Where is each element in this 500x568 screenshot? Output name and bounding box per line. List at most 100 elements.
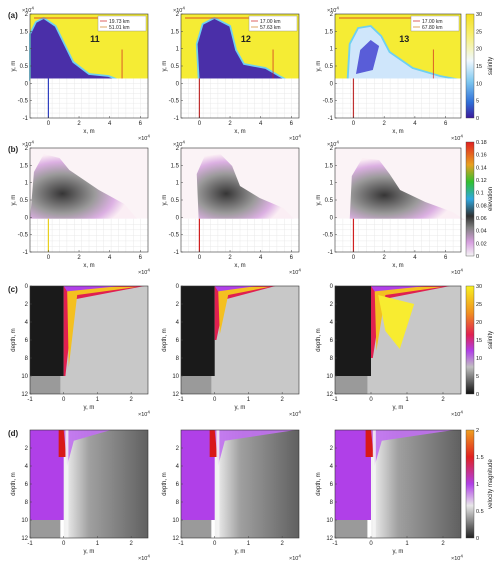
x-exponent: ×104 (138, 134, 150, 143)
y-tick-label: -1 (328, 250, 334, 256)
y-tick-label: -1 (23, 116, 29, 122)
subplot-tag: 12 (241, 34, 251, 44)
y-tick-label: 0.5 (20, 64, 29, 70)
y-tick-label: 8 (330, 500, 334, 506)
colorbar-tick-label: 0.14 (476, 165, 487, 171)
x-exponent: ×104 (451, 410, 463, 419)
y-tick-label: 2 (176, 12, 180, 18)
y-tick-label: 10 (21, 374, 28, 380)
x-exponent: ×104 (451, 554, 463, 563)
y-axis-label: depth, m (316, 328, 322, 351)
y-tick-label: 10 (172, 374, 179, 380)
front-band (216, 430, 220, 538)
y-tick-label: 1 (25, 47, 29, 53)
y-axis-label: depth, m (316, 472, 322, 495)
x-tick-label: 6 (444, 121, 448, 127)
legend-box (410, 15, 460, 32)
y-tick-label: 1 (176, 181, 180, 187)
y-tick-label: -0.5 (323, 99, 334, 105)
y-tick-label: 8 (25, 500, 29, 506)
y-tick-label: 0 (330, 284, 334, 290)
x-tick-label: 6 (139, 121, 143, 127)
colorbar-tick-label: 0.02 (476, 241, 487, 247)
y-tick-label: 0 (330, 81, 334, 87)
elevation-plume (30, 154, 139, 220)
legend-entry: 67.80 km (422, 25, 443, 31)
x-tick-label: 0 (198, 121, 202, 127)
x-tick-label: 1 (247, 397, 251, 403)
y-tick-label: -0.5 (169, 99, 180, 105)
panel-label-c: (c) (8, 285, 18, 294)
colorbar-elevation-b: 0 0.02 0.04 0.06 0.08 0.1 0.12 0.14 0.16 0.18 elev… (465, 140, 494, 260)
y-tick-label: 0.5 (171, 64, 180, 70)
elevation-map-1: 0 2 4 6-1-0.500.511.52x, my, m×104×104 (11, 140, 150, 277)
colorbar-tick-label: 0 (476, 536, 479, 542)
x-tick-label: -1 (27, 541, 33, 547)
y-tick-label: 1.5 (325, 29, 334, 35)
x-axis-label: x, m (83, 129, 94, 135)
front-band (65, 430, 69, 538)
x-tick-label: 0 (352, 255, 356, 261)
x-exponent: ×104 (289, 410, 301, 419)
y-tick-label: 10 (21, 518, 28, 524)
y-axis-label: depth, m (11, 328, 17, 351)
salinity-gradient-yellow (378, 295, 415, 349)
surface-jet (371, 430, 454, 466)
x-axis-label: y, m (393, 549, 404, 555)
colorbar-swatch (465, 285, 475, 395)
x-tick-label: 1 (405, 397, 409, 403)
y-tick-label: 0 (25, 284, 29, 290)
y-tick-label: -1 (174, 116, 180, 122)
colorbar-salinity-c: 0 5 10 15 20 25 30 salinity (465, 284, 494, 398)
y-tick-label: 0.5 (325, 64, 334, 70)
x-exponent: ×104 (289, 268, 301, 277)
y-tick-label: 12 (21, 392, 28, 398)
colorbar-tick-label: 15 (476, 338, 482, 344)
x-axis-label: y, m (393, 405, 404, 411)
x-exponent: ×104 (138, 410, 150, 419)
x-tick-label: 1 (96, 397, 100, 403)
y-exponent: ×104 (22, 140, 34, 149)
seabed (30, 376, 61, 394)
salinity-gradient-purple (371, 286, 427, 292)
x-tick-label: 2 (280, 541, 284, 547)
x-tick-label: 2 (228, 255, 232, 261)
subplot-tag: 11 (90, 34, 100, 44)
y-tick-label: 12 (326, 392, 333, 398)
seabed (181, 376, 212, 394)
y-tick-label: 1.5 (325, 163, 334, 169)
x-tick-label: -1 (332, 541, 338, 547)
colorbar-tick-label: 0.16 (476, 153, 487, 159)
y-tick-label: -0.5 (18, 99, 29, 105)
y-tick-label: 2 (330, 12, 334, 18)
subplot-tag: 13 (399, 34, 409, 44)
x-tick-label: 0 (62, 397, 66, 403)
y-tick-label: 1.5 (171, 163, 180, 169)
velocity-field (214, 430, 299, 538)
y-tick-label: 4 (25, 320, 29, 326)
x-tick-label: -1 (332, 397, 338, 403)
x-axis-label: y, m (84, 549, 95, 555)
y-tick-label: 2 (176, 146, 180, 152)
x-exponent: ×104 (138, 268, 150, 277)
salinity-gradient-purple (63, 286, 121, 292)
colorbar-tick-label: 1 (476, 482, 479, 488)
freshwater-column (181, 286, 215, 376)
x-tick-label: 2 (280, 397, 284, 403)
x-tick-label: 1 (405, 541, 409, 547)
colorbar-tick-label: 0.12 (476, 178, 487, 184)
y-tick-label: 6 (176, 338, 180, 344)
x-tick-label: 0 (47, 255, 51, 261)
x-tick-label: -1 (178, 397, 184, 403)
colorbar-tick-label: 5 (476, 99, 479, 105)
colorbar-tick-label: 0.18 (476, 140, 487, 146)
x-exponent: ×104 (289, 554, 301, 563)
colorbar-tick-label: 0.08 (476, 203, 487, 209)
colorbar-salinity-a: 0 5 10 15 20 25 30 salinity (465, 12, 494, 122)
